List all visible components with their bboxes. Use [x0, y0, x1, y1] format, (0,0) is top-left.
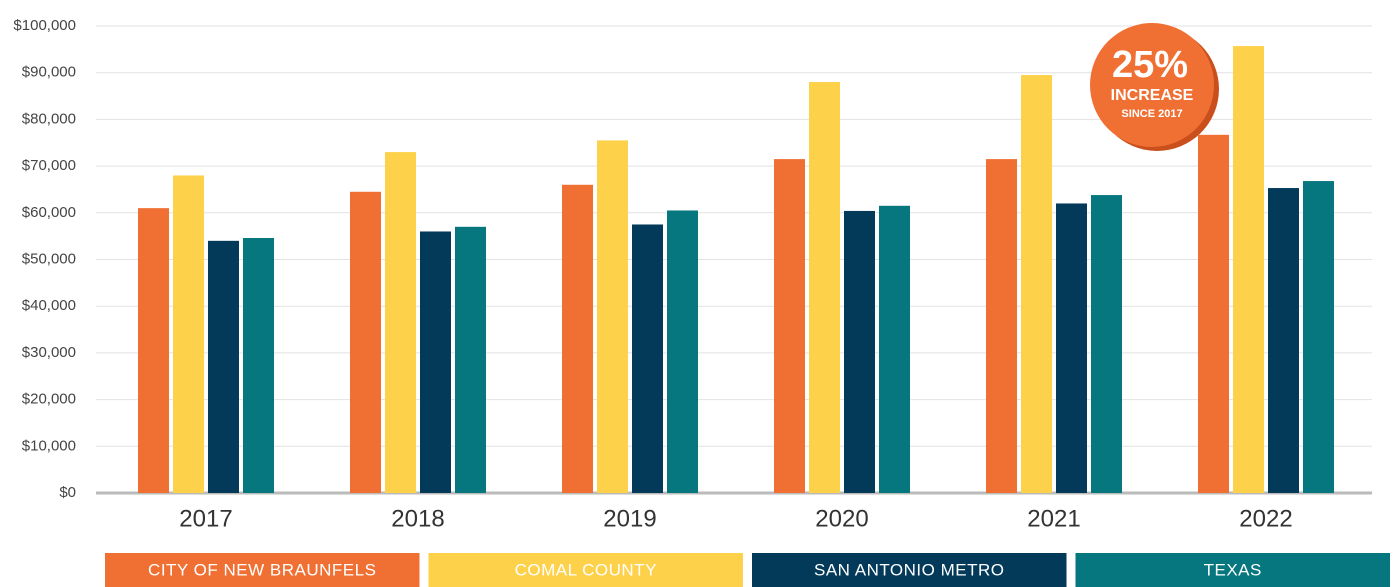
bar	[632, 224, 663, 493]
bar	[420, 231, 451, 494]
bar	[1303, 181, 1334, 493]
legend-label: TEXAS	[1204, 560, 1262, 579]
legend-item: TEXAS	[1075, 553, 1390, 587]
legend-label: SAN ANTONIO METRO	[814, 560, 1005, 579]
y-tick-label: $30,000	[22, 344, 76, 361]
y-tick-label: $40,000	[22, 297, 76, 314]
y-tick-label: $60,000	[22, 204, 76, 221]
legend-swatch	[1075, 553, 1390, 587]
y-tick-label: $10,000	[22, 437, 76, 454]
x-tick-label: 2018	[391, 505, 444, 532]
bar	[243, 238, 274, 493]
bar	[1056, 203, 1087, 493]
y-tick-label: $50,000	[22, 250, 76, 267]
bar	[1021, 75, 1052, 493]
bar	[809, 82, 840, 493]
y-tick-label: $90,000	[22, 64, 76, 81]
x-tick-label: 2020	[815, 505, 868, 532]
bar	[350, 191, 381, 493]
bar	[879, 205, 910, 494]
bar	[667, 210, 698, 493]
bar	[173, 175, 204, 493]
bar	[986, 159, 1017, 493]
bar	[774, 159, 805, 493]
badge-number: 25%	[1112, 44, 1188, 86]
y-tick-label: $0	[59, 484, 76, 501]
y-tick-label: $100,000	[13, 17, 76, 34]
bar	[208, 240, 239, 493]
y-tick-label: $20,000	[22, 391, 76, 408]
bar	[1233, 46, 1264, 494]
x-tick-label: 2019	[603, 505, 656, 532]
bar	[1268, 188, 1299, 493]
legend-item: SAN ANTONIO METRO	[752, 553, 1067, 587]
legend-swatch	[752, 553, 1067, 587]
bar	[597, 140, 628, 494]
legend-item: CITY OF NEW BRAUNFELS	[105, 553, 420, 587]
bar	[455, 226, 486, 493]
bar	[1091, 195, 1122, 493]
bar	[562, 184, 593, 493]
legend-swatch	[428, 553, 743, 587]
legend-swatch	[105, 553, 420, 587]
annotation-badge: 25% INCREASE SINCE 2017	[1090, 23, 1219, 151]
legend-label: CITY OF NEW BRAUNFELS	[148, 560, 376, 579]
y-tick-label: $70,000	[22, 157, 76, 174]
bar	[1198, 134, 1229, 493]
legend-label: COMAL COUNTY	[515, 560, 657, 579]
badge-text: SINCE 2017	[1121, 108, 1182, 120]
bar	[844, 210, 875, 493]
x-tick-label: 2021	[1027, 505, 1080, 532]
bar	[385, 152, 416, 493]
badge-circle	[1090, 23, 1214, 147]
legend-item: COMAL COUNTY	[428, 553, 743, 587]
x-tick-label: 2017	[179, 505, 232, 532]
y-tick-label: $80,000	[22, 110, 76, 127]
badge-text: INCREASE	[1111, 87, 1194, 104]
x-tick-label: 2022	[1239, 505, 1292, 532]
bar	[138, 208, 169, 493]
